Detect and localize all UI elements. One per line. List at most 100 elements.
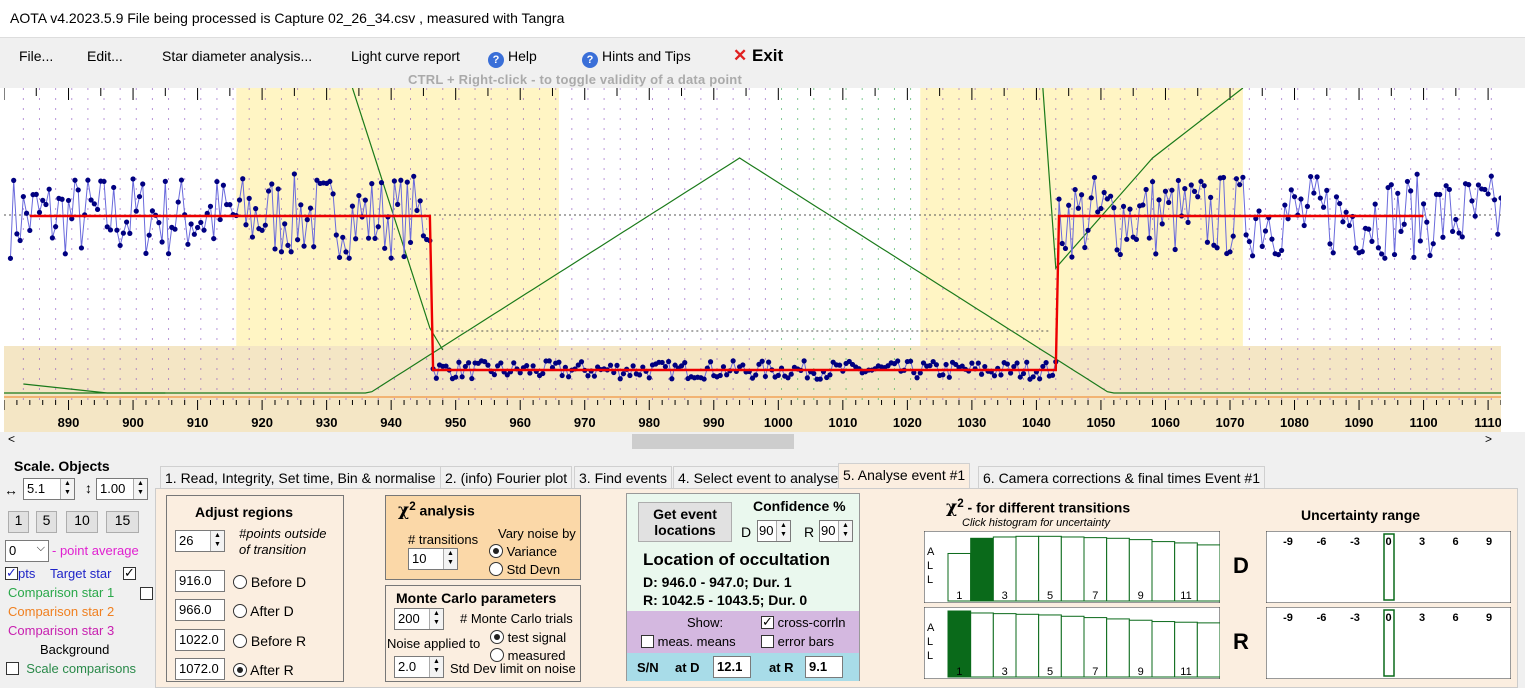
radio-icon[interactable]	[233, 575, 247, 589]
pts-checkbox[interactable]: pts	[5, 565, 35, 581]
radio-icon[interactable]	[233, 634, 247, 648]
scale-1-button[interactable]: 1	[8, 511, 29, 533]
before-r-radio[interactable]: Before R	[233, 633, 306, 649]
data-point	[978, 371, 985, 377]
scroll-thumb[interactable]	[632, 434, 794, 449]
tab-read[interactable]: 1. Read, Integrity, Set time, Bin & norm…	[160, 466, 441, 488]
error-bars-checkbox[interactable]: error bars	[761, 634, 834, 649]
std-devn-radio[interactable]: Std Devn	[489, 562, 560, 577]
target-star-checkbox[interactable]	[123, 565, 136, 581]
confidence-d-spinner[interactable]: 90 ▲ ▼	[757, 520, 791, 542]
uncertainty-r: -9 -6 -3 0 3 6 9	[1266, 607, 1511, 679]
scale-10-button[interactable]: 10	[66, 511, 98, 533]
tab-analyse-event[interactable]: 5. Analyse event #1	[838, 463, 971, 488]
sn-label: S/N	[637, 660, 659, 675]
before-d-value[interactable]: 916.0	[175, 570, 225, 592]
scale-comparisons-checkbox[interactable]: Scale comparisons	[6, 661, 136, 676]
data-point	[491, 372, 497, 378]
tab-camera-corrections[interactable]: 6. Camera corrections & final times Even…	[978, 466, 1266, 488]
checkbox-icon[interactable]	[641, 635, 654, 648]
light-curve-plot[interactable]	[3, 87, 1504, 432]
exit-menu[interactable]: ✕ Exit	[733, 46, 783, 66]
spin-buttons[interactable]: ▲ ▼	[838, 521, 852, 541]
light-curve-svg[interactable]	[3, 87, 1504, 432]
point-average-select[interactable]: 0 ⌵	[5, 540, 49, 562]
test-signal-radio[interactable]: test signal	[490, 630, 566, 645]
histogram-bar-label: 3	[1002, 666, 1008, 678]
cross-corr-checkbox[interactable]: cross-corrln	[761, 614, 846, 630]
spin-buttons[interactable]: ▲ ▼	[443, 549, 457, 569]
spin-buttons[interactable]: ▲ ▼	[429, 657, 443, 677]
spin-buttons[interactable]: ▲ ▼	[60, 479, 74, 499]
spin-buttons[interactable]: ▲ ▼	[210, 531, 224, 551]
light-curve-report-menu[interactable]: Light curve report	[351, 48, 460, 64]
checkbox-icon[interactable]	[761, 614, 774, 630]
horizontal-scale-spinner[interactable]: 5.1 ▲ ▼	[23, 478, 75, 500]
data-point	[333, 232, 339, 238]
monte-carlo-trials-spinner[interactable]: 200 ▲ ▼	[394, 608, 444, 630]
after-r-radio[interactable]: After R	[233, 662, 294, 678]
radio-icon[interactable]	[489, 544, 503, 558]
spin-buttons[interactable]: ▲ ▼	[776, 521, 790, 541]
before-r-value[interactable]: 1022.0	[175, 629, 225, 651]
data-point	[111, 184, 117, 191]
tab-fourier[interactable]: 2. (info) Fourier plot	[440, 466, 573, 488]
data-point	[288, 249, 294, 255]
histogram-all-letter: L	[927, 650, 933, 662]
data-point	[462, 363, 468, 370]
tab-select-event[interactable]: 4. Select event to analyse	[673, 466, 844, 488]
help-menu[interactable]: ? Help	[488, 48, 537, 68]
hints-menu[interactable]: ? Hints and Tips	[582, 48, 691, 68]
histogram-title: χ2 - for different transitions	[946, 497, 1130, 518]
data-point	[1472, 213, 1478, 219]
confidence-r-spinner[interactable]: 90 ▲ ▼	[819, 520, 853, 542]
tab-find-events[interactable]: 3. Find events	[574, 466, 672, 488]
std-limit-value: 2.0	[398, 659, 417, 674]
checkbox-icon[interactable]	[5, 565, 18, 581]
data-point	[159, 239, 165, 245]
transitions-spinner[interactable]: 10 ▲ ▼	[408, 548, 458, 570]
radio-icon[interactable]	[490, 630, 504, 644]
radio-icon[interactable]	[233, 604, 247, 618]
points-outside-spinner[interactable]: 26 ▲ ▼	[175, 530, 225, 552]
radio-icon[interactable]	[490, 648, 504, 662]
vertical-scale-spinner[interactable]: 1.00 ▲ ▼	[96, 478, 148, 500]
data-point	[907, 358, 914, 364]
horizontal-scrollbar[interactable]: < >	[0, 432, 1525, 450]
std-dev-limit-spinner[interactable]: 2.0 ▲ ▼	[394, 656, 444, 678]
after-d-value[interactable]: 966.0	[175, 599, 225, 621]
after-r-value[interactable]: 1072.0	[175, 658, 225, 680]
data-point	[1285, 216, 1291, 222]
data-point	[927, 363, 933, 369]
meas-means-checkbox[interactable]: meas. means	[641, 634, 736, 649]
scale-15-button[interactable]: 15	[106, 511, 139, 533]
variance-radio[interactable]: Variance	[489, 544, 557, 559]
scale-5-button[interactable]: 5	[36, 511, 57, 533]
histogram-bar-label: 7	[1092, 666, 1098, 678]
data-point	[1066, 202, 1072, 208]
after-d-radio[interactable]: After D	[233, 603, 294, 619]
data-point	[382, 245, 388, 251]
radio-icon[interactable]	[489, 562, 503, 576]
comparison-star-1-checkbox[interactable]	[139, 587, 153, 600]
measured-radio[interactable]: measured	[490, 648, 565, 663]
data-point	[188, 221, 194, 227]
scroll-right-icon[interactable]: >	[1485, 432, 1493, 446]
data-point	[420, 233, 427, 239]
file-menu[interactable]: File...	[19, 48, 54, 64]
data-point	[220, 182, 226, 188]
get-event-locations-button[interactable]: Get event locations	[638, 502, 732, 542]
checkbox-icon[interactable]	[761, 635, 774, 648]
scroll-left-icon[interactable]: <	[8, 432, 16, 446]
spin-buttons[interactable]: ▲ ▼	[133, 479, 147, 499]
data-point	[117, 242, 123, 249]
radio-icon[interactable]	[233, 663, 247, 677]
checkbox-icon[interactable]	[6, 662, 19, 675]
spin-buttons[interactable]: ▲ ▼	[429, 609, 443, 629]
x-tick-label: 950	[445, 415, 467, 430]
star-diameter-menu[interactable]: Star diameter analysis...	[162, 48, 313, 64]
edit-menu[interactable]: Edit...	[87, 48, 123, 64]
before-d-radio[interactable]: Before D	[233, 574, 306, 590]
